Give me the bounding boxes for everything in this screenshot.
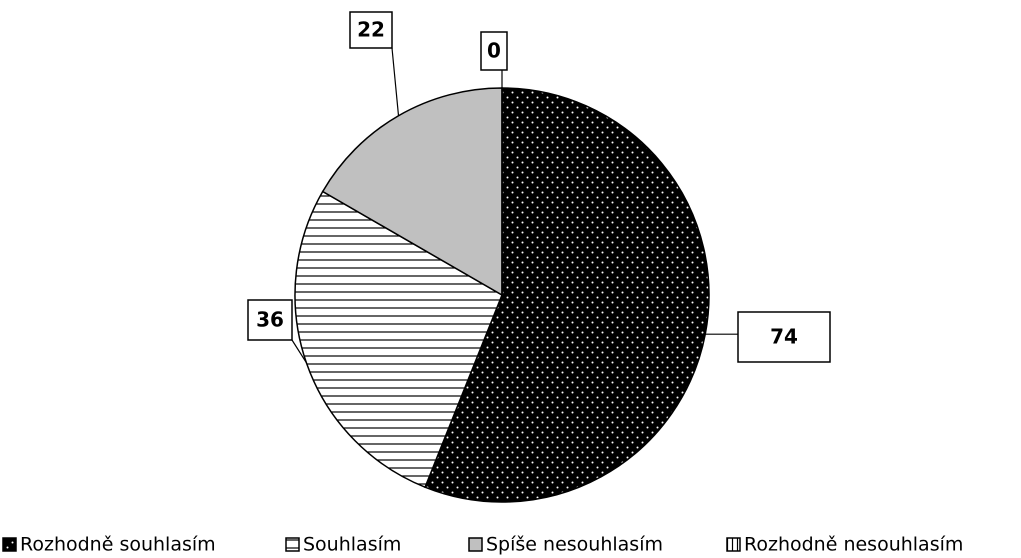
leader-line: [291, 339, 307, 364]
data-label: 36: [256, 308, 284, 332]
legend-label: Rozhodně nesouhlasím: [744, 534, 963, 556]
legend-swatch: [726, 537, 741, 552]
legend-swatch: [2, 537, 17, 552]
legend-label: Souhlasím: [303, 534, 401, 556]
label-box: [480, 31, 508, 71]
data-label: 74: [770, 325, 798, 349]
pie-slice: [424, 87, 710, 503]
leader-line: [391, 47, 400, 116]
legend-label: Spíše nesouhlasím: [486, 534, 663, 556]
label-box: [247, 299, 293, 341]
pie: [294, 87, 710, 503]
legend-swatch: [468, 537, 483, 552]
label-box: [349, 11, 393, 49]
legend-swatch: [285, 537, 300, 552]
label-box: [737, 311, 831, 363]
data-label: 0: [487, 39, 501, 63]
data-label: 22: [357, 18, 385, 42]
pie-slice: [321, 87, 503, 297]
legend-label: Rozhodně souhlasím: [20, 534, 216, 556]
legend: Rozhodně souhlasím Souhlasím Spíše nesouhl…: [2, 534, 963, 556]
data-labels: 74 36 22 0: [247, 11, 831, 364]
